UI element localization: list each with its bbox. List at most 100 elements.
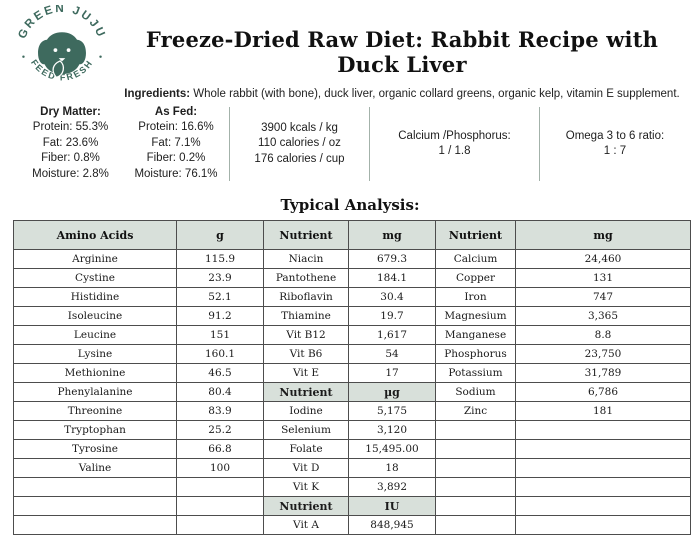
nutrient-name-cell: Vit A [263, 515, 349, 535]
table-row: Tyrosine 66.8 Folate 15,495.00 [13, 439, 691, 459]
amino-acid-name-cell: Lysine [13, 344, 177, 364]
nutrient-value-cell: 15,495.00 [348, 439, 436, 459]
amino-acid-g-cell: 115.9 [176, 249, 264, 269]
mineral-value-cell [515, 458, 691, 478]
mineral-value-cell [515, 420, 691, 440]
analysis-table: Amino Acids g Nutrient mg Nutrient mg Ar… [13, 220, 691, 535]
mineral-name-cell: Calcium [435, 249, 516, 269]
as-fed-block: As Fed: Protein: 16.6% Fat: 7.1% Fiber: … [123, 105, 229, 183]
table-row: Vit A 848,945 [13, 515, 691, 535]
nutrient-name-cell: Folate [263, 439, 349, 459]
kcals-per-kg: 3900 kcals / kg [261, 121, 338, 134]
nutrient-value-cell: 3,120 [348, 420, 436, 440]
mineral-value-cell [515, 439, 691, 459]
as-fed-label: As Fed: [154, 106, 198, 118]
omega-ratio-label: Omega 3 to 6 ratio: [565, 129, 665, 142]
amino-acid-g-cell: 23.9 [176, 268, 264, 288]
table-header-row: Amino Acids g Nutrient mg Nutrient mg [13, 220, 691, 250]
amino-acid-g-cell: 83.9 [176, 401, 264, 421]
mineral-name-cell: Manganese [435, 325, 516, 345]
mineral-value-cell [515, 515, 691, 535]
amino-acid-name-cell: Arginine [13, 249, 177, 269]
mineral-value-cell [515, 477, 691, 497]
col-header-nutrient-2: Nutrient [435, 220, 516, 250]
nutrient-value-cell: 18 [348, 458, 436, 478]
ingredients-label: Ingredients: [124, 88, 191, 100]
nutrient-value-cell: 848,945 [348, 515, 436, 535]
nutrient-name-cell: Niacin [263, 249, 349, 269]
col-header-g: g [176, 220, 264, 250]
mineral-name-cell [435, 496, 516, 516]
col-header-mg: mg [348, 220, 436, 250]
amino-acid-g-cell: 91.2 [176, 306, 264, 326]
nutrient-name-cell: Iodine [263, 401, 349, 421]
nutrient-value-cell: 17 [348, 363, 436, 383]
page-title: Freeze-Dried Raw Diet: Rabbit Recipe wit… [145, 27, 659, 77]
dry-matter-label: Dry Matter: [40, 106, 101, 118]
dry-matter-moisture: Moisture: 2.8% [32, 167, 109, 180]
nutrient-name-cell: Nutrient [263, 496, 349, 516]
nutrient-value-cell: 679.3 [348, 249, 436, 269]
mineral-name-cell: Phosphorus [435, 344, 516, 364]
nutrient-value-cell: IU [348, 496, 436, 516]
divider [539, 107, 540, 181]
mineral-name-cell [435, 477, 516, 497]
ingredients-line: Ingredients: Whole rabbit (with bone), d… [118, 88, 686, 100]
amino-acid-name-cell: Isoleucine [13, 306, 177, 326]
as-fed-moisture: Moisture: 76.1% [134, 167, 218, 180]
table-row: Histidine 52.1 Riboflavin 30.4 Iron 747 [13, 287, 691, 307]
amino-acid-g-cell: 66.8 [176, 439, 264, 459]
col-header-nutrient: Nutrient [263, 220, 349, 250]
mineral-name-cell [435, 515, 516, 535]
mineral-name-cell [435, 420, 516, 440]
mineral-name-cell: Potassium [435, 363, 516, 383]
mineral-name-cell [435, 458, 516, 478]
table-row: Leucine 151 Vit B12 1,617 Manganese 8.8 [13, 325, 691, 345]
mineral-value-cell [515, 496, 691, 516]
calcium-phosphorus-value: 1 / 1.8 [438, 145, 471, 157]
amino-acid-name-cell: Tyrosine [13, 439, 177, 459]
dry-matter-fat: Fat: 23.6% [42, 136, 99, 149]
amino-acid-g-cell [176, 496, 264, 516]
table-row: Lysine 160.1 Vit B6 54 Phosphorus 23,750 [13, 344, 691, 364]
mineral-name-cell: Sodium [435, 382, 516, 402]
nutrient-value-cell: 19.7 [348, 306, 436, 326]
omega-ratio-value: 1 : 7 [603, 145, 627, 157]
nutrient-value-cell: 184.1 [348, 268, 436, 288]
mineral-value-cell: 747 [515, 287, 691, 307]
header: GREEN JUJU FEED FRESH Freeze-Dried Raw D… [0, 0, 700, 100]
dry-matter-protein: Protein: 55.3% [32, 121, 109, 134]
table-row: Isoleucine 91.2 Thiamine 19.7 Magnesium 3,365 [13, 306, 691, 326]
analysis-heading: Typical Analysis: [280, 196, 420, 214]
amino-acid-g-cell [176, 515, 264, 535]
amino-acid-g-cell: 160.1 [176, 344, 264, 364]
nutrient-name-cell: Vit B12 [263, 325, 349, 345]
col-header-mg-2: mg [515, 220, 691, 250]
mineral-value-cell: 181 [515, 401, 691, 421]
amino-acid-name-cell: Threonine [13, 401, 177, 421]
nutrient-value-cell: 1,617 [348, 325, 436, 345]
calories-per-oz: 110 calories / oz [258, 137, 341, 150]
amino-acid-g-cell: 151 [176, 325, 264, 345]
dry-matter-block: Dry Matter: Protein: 55.3% Fat: 23.6% Fi… [18, 105, 123, 183]
mineral-value-cell: 3,365 [515, 306, 691, 326]
mineral-value-cell: 31,789 [515, 363, 691, 383]
amino-acid-name-cell: Cystine [13, 268, 177, 288]
green-juju-logo: GREEN JUJU FEED FRESH [16, 5, 106, 83]
amino-acid-name-cell: Phenylalanine [13, 382, 177, 402]
divider [229, 107, 230, 181]
table-row: Arginine 115.9 Niacin 679.3 Calcium 24,460 [13, 249, 691, 269]
nutrient-name-cell: Riboflavin [263, 287, 349, 307]
mineral-value-cell: 23,750 [515, 344, 691, 364]
dog-icon [38, 32, 86, 79]
nutrient-value-cell: 3,892 [348, 477, 436, 497]
dry-matter-fiber: Fiber: 0.8% [41, 152, 100, 165]
calcium-phosphorus-block: Calcium /Phosphorus: 1 / 1.8 [370, 105, 539, 183]
table-row: Cystine 23.9 Pantothene 184.1 Copper 131 [13, 268, 691, 288]
nutrient-value-cell: 30.4 [348, 287, 436, 307]
amino-acid-g-cell [176, 477, 264, 497]
nutrient-name-cell: Vit B6 [263, 344, 349, 364]
amino-acid-name-cell: Valine [13, 458, 177, 478]
as-fed-fat: Fat: 7.1% [151, 136, 201, 149]
